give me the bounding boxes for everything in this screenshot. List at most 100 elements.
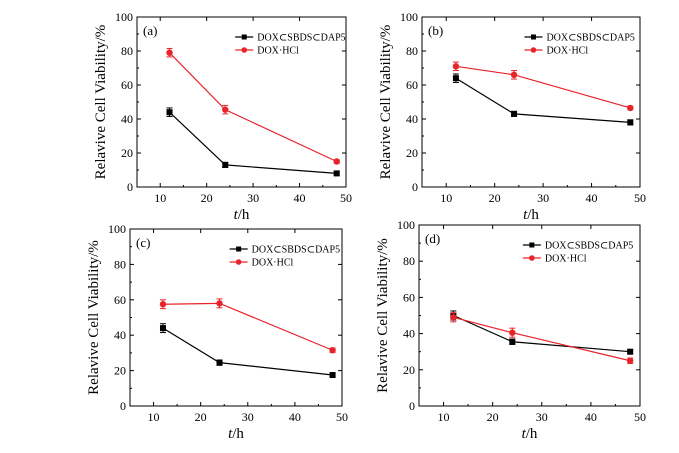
x-tick-label: 20 bbox=[195, 410, 207, 424]
x-tick-label: 10 bbox=[154, 191, 166, 205]
y-tick-label: 40 bbox=[121, 112, 133, 126]
y-axis-title: Relavive Cell Viability/% bbox=[378, 25, 394, 180]
y-tick-label: 100 bbox=[108, 222, 126, 236]
y-axis-title: Relavive Cell Viability/% bbox=[86, 240, 102, 395]
y-tick-label: 100 bbox=[400, 10, 418, 24]
series-line bbox=[169, 111, 337, 174]
x-tick-label: 30 bbox=[242, 410, 254, 424]
legend-label: DOX·HCl bbox=[545, 254, 587, 265]
data-point-circle bbox=[166, 49, 173, 56]
data-point-square bbox=[216, 359, 223, 366]
y-tick-label: 80 bbox=[403, 254, 415, 268]
data-point-circle bbox=[222, 106, 229, 113]
x-axis-title: t/h bbox=[234, 207, 250, 223]
series-line bbox=[162, 327, 333, 376]
y-tick-label: 80 bbox=[406, 44, 418, 58]
data-point-square bbox=[627, 348, 634, 355]
panel-label: (a) bbox=[143, 23, 157, 38]
x-tick-label: 10 bbox=[438, 410, 450, 424]
legend-marker-square bbox=[530, 34, 536, 40]
y-tick-label: 20 bbox=[121, 146, 133, 160]
legend-marker-square bbox=[529, 242, 535, 248]
legend-label: DOX·HCl bbox=[252, 258, 294, 269]
legend-label: DOX·HCl bbox=[257, 46, 299, 57]
legend-label: DOX⊂SBDS⊂DAP5 bbox=[252, 245, 340, 256]
series-line bbox=[453, 314, 631, 353]
x-tick-label: 20 bbox=[201, 191, 213, 205]
data-point-circle bbox=[510, 71, 518, 79]
data-point-square bbox=[329, 372, 336, 379]
legend-label: DOX·HCl bbox=[546, 46, 588, 57]
x-tick-label: 30 bbox=[247, 191, 259, 205]
x-tick-label: 20 bbox=[487, 410, 499, 424]
x-tick-label: 40 bbox=[586, 191, 598, 205]
x-tick-label: 20 bbox=[489, 191, 501, 205]
x-tick-label: 30 bbox=[537, 191, 549, 205]
y-axis-title: Relavive Cell Viability/% bbox=[375, 238, 391, 393]
data-point-square bbox=[222, 161, 229, 168]
x-tick-label: 50 bbox=[634, 410, 646, 424]
data-point-circle bbox=[159, 301, 167, 308]
y-tick-label: 0 bbox=[120, 399, 126, 413]
data-point-square bbox=[627, 119, 634, 126]
panel-label: (c) bbox=[136, 235, 150, 250]
x-tick-label: 50 bbox=[634, 191, 646, 205]
legend-marker-square bbox=[241, 34, 247, 40]
y-tick-label: 100 bbox=[115, 10, 133, 24]
legend-marker-circle bbox=[241, 47, 248, 53]
data-point-circle bbox=[450, 314, 457, 321]
chart-panel-4: 10 20 30 40 50 0 20 40 60 80 100 t/h Relavive Cell V… bbox=[375, 218, 646, 442]
legend-marker-circle bbox=[529, 255, 535, 261]
y-tick-label: 0 bbox=[127, 180, 133, 194]
data-point-circle bbox=[509, 329, 516, 336]
y-tick-label: 20 bbox=[403, 363, 415, 377]
y-tick-label: 40 bbox=[114, 328, 126, 342]
legend-marker-square bbox=[236, 246, 242, 252]
panel-label: (b) bbox=[428, 23, 443, 38]
data-point-square bbox=[333, 170, 340, 177]
y-tick-label: 20 bbox=[114, 364, 126, 378]
chart-panel-3: 10 20 30 40 50 0 20 40 60 80 100 t/h Relavive Cell V… bbox=[86, 222, 348, 442]
y-axis-title: Relavive Cell Viability/% bbox=[93, 25, 109, 180]
data-point-circle bbox=[626, 357, 634, 364]
data-point-square bbox=[511, 110, 518, 117]
data-point-square bbox=[166, 109, 173, 116]
x-axis-title: t/h bbox=[523, 207, 539, 223]
y-tick-label: 40 bbox=[403, 327, 415, 341]
data-point-square bbox=[452, 75, 459, 82]
x-tick-label: 10 bbox=[148, 410, 160, 424]
y-tick-label: 80 bbox=[121, 44, 133, 58]
legend-label: DOX⊂SBDS⊂DAP5 bbox=[545, 241, 633, 252]
panel-label: (d) bbox=[425, 231, 440, 246]
x-tick-label: 40 bbox=[294, 191, 306, 205]
x-axis-title: t/h bbox=[228, 426, 244, 442]
y-tick-label: 0 bbox=[412, 180, 418, 194]
data-point-circle bbox=[627, 104, 634, 112]
chart-panel-1: 10 20 30 40 50 0 20 40 60 80 100 t/h Relavive Cell V… bbox=[93, 10, 352, 223]
x-tick-label: 40 bbox=[289, 410, 301, 424]
series-line bbox=[453, 316, 631, 362]
series-line bbox=[455, 65, 631, 109]
data-point-square bbox=[509, 338, 516, 345]
y-tick-label: 0 bbox=[409, 399, 415, 413]
legend-label: DOX⊂SBDS⊂DAP5 bbox=[257, 33, 345, 44]
x-tick-label: 10 bbox=[440, 191, 452, 205]
data-point-circle bbox=[329, 347, 336, 354]
data-point-circle bbox=[452, 63, 460, 70]
chart-panel-2: 10 20 30 40 50 0 20 40 60 80 100 t/h Relavive Cell V… bbox=[378, 10, 646, 223]
legend-label: DOX⊂SBDS⊂DAP5 bbox=[546, 33, 634, 44]
y-tick-label: 100 bbox=[397, 218, 415, 232]
data-point-circle bbox=[216, 300, 223, 307]
legend-marker-circle bbox=[235, 259, 242, 265]
y-tick-label: 60 bbox=[114, 293, 126, 307]
legend-marker-circle bbox=[530, 47, 537, 53]
x-tick-label: 50 bbox=[336, 410, 348, 424]
plot-frame bbox=[129, 228, 343, 407]
x-axis-title: t/h bbox=[522, 426, 538, 442]
y-tick-label: 60 bbox=[121, 78, 133, 92]
x-tick-label: 40 bbox=[585, 410, 597, 424]
series-line bbox=[169, 52, 337, 163]
y-tick-label: 60 bbox=[403, 290, 415, 304]
x-tick-label: 50 bbox=[340, 191, 352, 205]
